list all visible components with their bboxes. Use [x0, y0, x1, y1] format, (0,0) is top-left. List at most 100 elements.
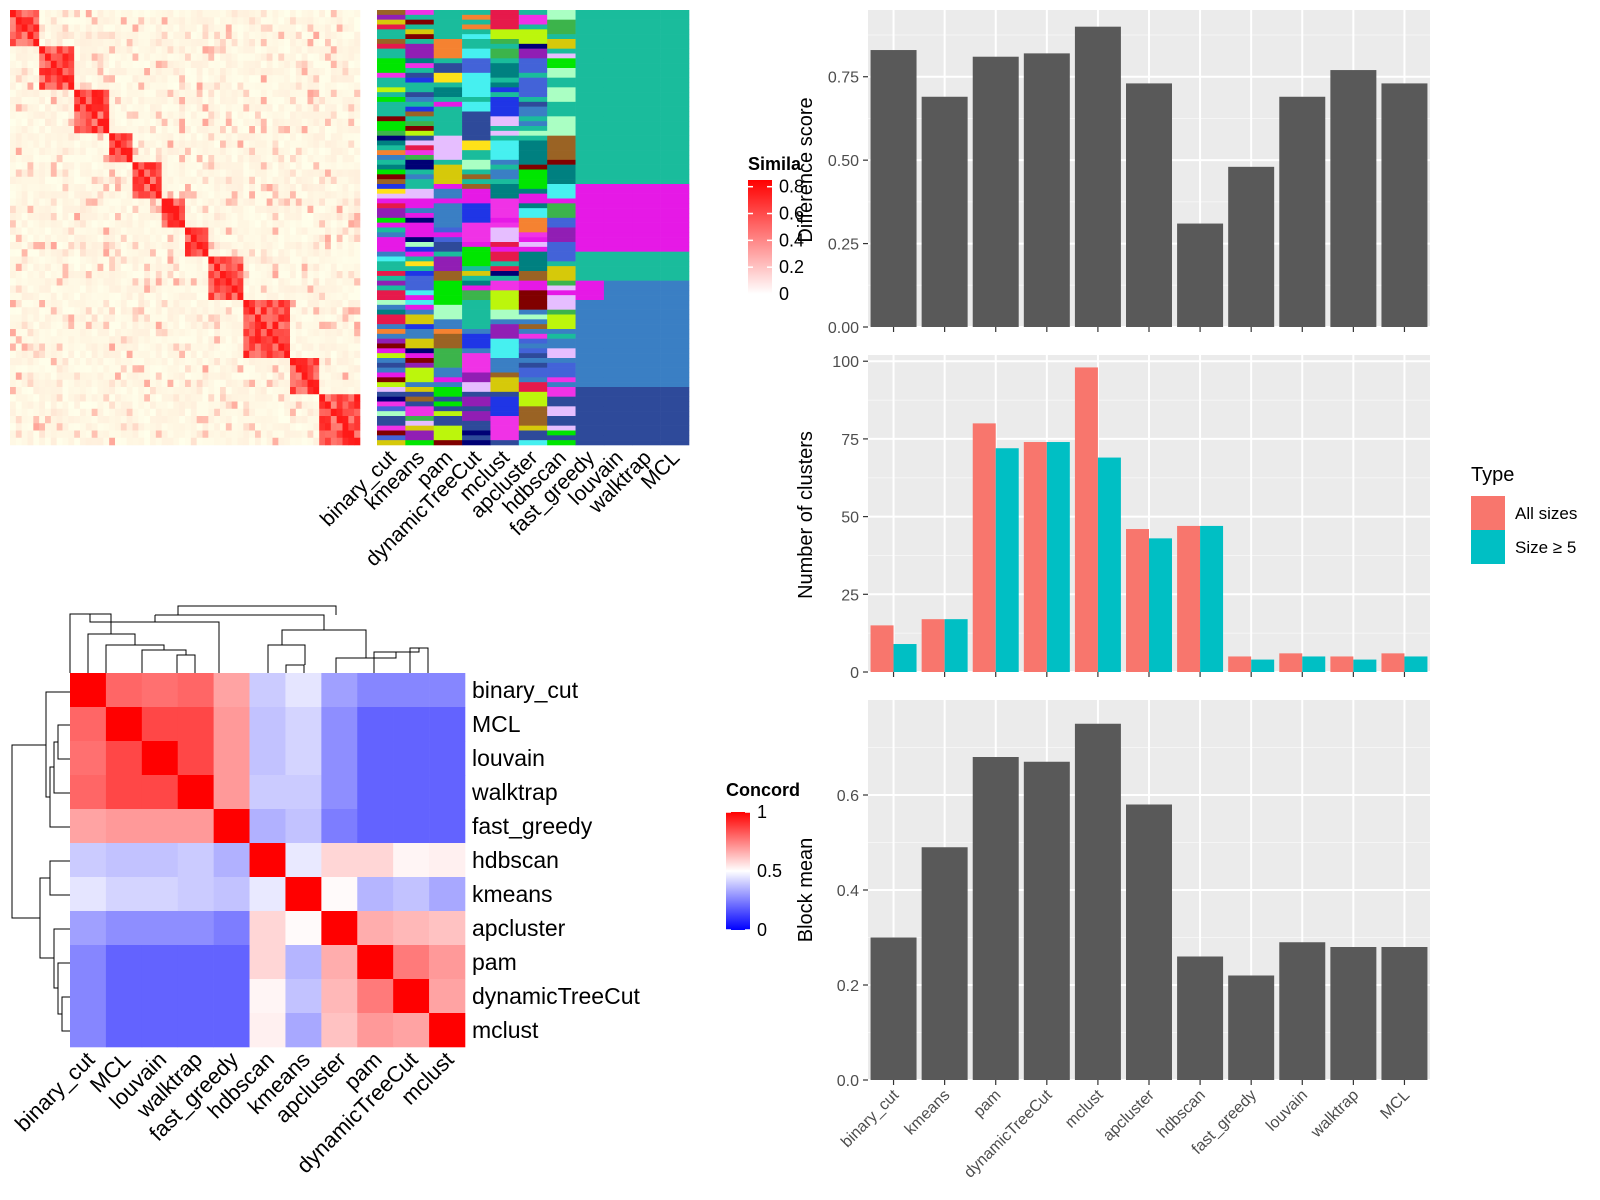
similarity-cell — [144, 140, 151, 149]
similarity-cell — [313, 401, 320, 410]
similarity-cell — [85, 126, 92, 134]
similarity-cell — [56, 437, 63, 446]
similarity-cell — [255, 416, 262, 424]
similarity-cell — [33, 234, 40, 243]
cluster-cell — [433, 295, 463, 301]
similarity-cell — [330, 46, 337, 54]
cluster-cell — [433, 82, 463, 88]
cluster-cell — [575, 169, 605, 175]
similarity-cell — [255, 227, 262, 236]
similarity-cell — [190, 416, 197, 424]
cluster-cell — [405, 87, 435, 93]
similarity-cell — [10, 387, 17, 395]
similarity-cell — [173, 126, 180, 134]
cluster-cell — [603, 34, 633, 40]
similarity-cell — [313, 220, 320, 228]
cluster-cell — [490, 82, 520, 88]
similarity-cell — [62, 220, 69, 228]
similarity-cell — [120, 111, 127, 120]
cluster-cell — [518, 295, 548, 301]
cluster-cell — [632, 19, 661, 25]
similarity-cell — [173, 350, 180, 359]
similarity-cell — [208, 89, 215, 98]
cluster-cell — [490, 324, 520, 330]
cluster-cell — [660, 275, 690, 281]
similarity-cell — [56, 372, 63, 381]
similarity-cell — [120, 31, 127, 40]
similarity-cell — [132, 82, 139, 91]
similarity-cell — [208, 336, 215, 344]
cluster-cell — [660, 193, 690, 199]
cluster-cell — [660, 24, 690, 30]
similarity-cell — [132, 46, 139, 54]
similarity-cell — [155, 140, 162, 149]
similarity-cell — [266, 430, 273, 439]
similarity-cell — [190, 140, 197, 149]
cluster-cell — [660, 10, 690, 16]
similarity-cell — [301, 97, 308, 105]
similarity-cell — [138, 408, 145, 417]
cluster-cell — [660, 295, 690, 301]
similarity-cell — [237, 191, 244, 199]
similarity-cell — [68, 97, 75, 105]
cluster-cell — [660, 382, 690, 388]
similarity-cell — [150, 31, 157, 40]
similarity-cell — [80, 387, 87, 395]
similarity-cell — [249, 234, 256, 243]
cluster-cell — [632, 63, 661, 69]
cluster-cell — [547, 348, 576, 354]
similarity-cell — [103, 155, 110, 163]
similarity-cell — [237, 60, 244, 69]
similarity-cell — [214, 285, 221, 294]
cluster-cell — [632, 285, 661, 291]
similarity-cell — [85, 314, 92, 323]
similarity-cell — [301, 278, 308, 286]
cluster-cell — [490, 406, 520, 412]
cluster-cell — [433, 77, 463, 83]
similarity-cell — [330, 285, 337, 294]
similarity-cell — [150, 46, 157, 54]
similarity-cell — [225, 147, 232, 156]
similarity-cell — [173, 343, 180, 352]
similarity-cell — [225, 263, 232, 272]
similarity-cell — [97, 133, 104, 141]
similarity-cell — [85, 416, 92, 424]
similarity-cell — [196, 358, 203, 366]
similarity-cell — [103, 263, 110, 272]
cluster-cell — [660, 174, 690, 180]
similarity-cell — [348, 53, 355, 62]
cluster-cell — [462, 188, 491, 194]
cluster-cell — [518, 348, 548, 354]
similarity-cell — [237, 176, 244, 185]
similarity-cell — [39, 271, 46, 279]
similarity-cell — [313, 292, 320, 301]
similarity-cell — [196, 82, 203, 91]
similarity-cell — [179, 126, 186, 134]
similarity-cell — [173, 191, 180, 199]
similarity-cell — [150, 147, 157, 156]
similarity-cell — [354, 379, 361, 388]
similarity-cell — [62, 133, 69, 141]
similarity-cell — [109, 198, 116, 207]
similarity-cell — [39, 213, 46, 221]
cluster-cell — [433, 39, 463, 45]
similarity-cell — [266, 278, 273, 286]
similarity-cell — [307, 97, 314, 105]
similarity-cell — [208, 53, 215, 62]
cluster-cell — [377, 406, 406, 412]
cluster-cell — [462, 401, 491, 407]
cluster-cell — [575, 82, 605, 88]
similarity-cell — [91, 31, 98, 40]
similarity-cell — [179, 408, 186, 417]
cluster-cell — [462, 387, 491, 393]
similarity-cell — [85, 60, 92, 69]
similarity-cell — [220, 256, 227, 265]
similarity-cell — [225, 300, 232, 308]
similarity-cell — [109, 278, 116, 286]
similarity-cell — [284, 430, 291, 439]
similarity-cell — [74, 249, 81, 257]
similarity-cell — [27, 263, 34, 272]
similarity-cell — [348, 278, 355, 286]
cluster-cell — [547, 53, 576, 59]
similarity-cell — [15, 39, 22, 47]
